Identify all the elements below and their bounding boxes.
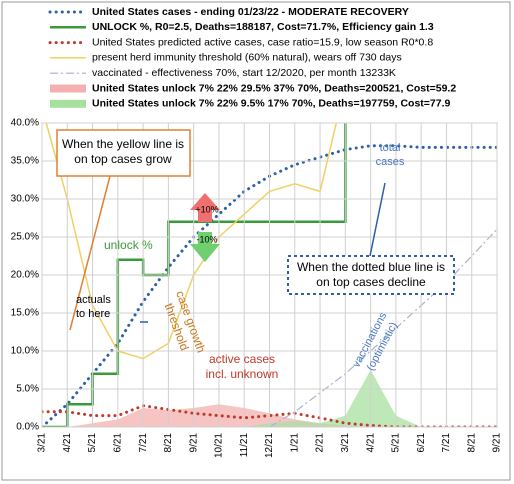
x-tick-label: 3/21	[37, 433, 48, 453]
annotation: active cases	[209, 352, 275, 366]
legend-label: vaccinated - effectiveness 70%, start 12…	[92, 67, 396, 79]
x-tick-label: 2/21	[315, 433, 326, 453]
x-tick-label: 1/21	[289, 433, 300, 453]
legend-label: UNLOCK %, R0=2.5, Deaths=188187, Cost=71…	[92, 21, 434, 33]
y-tick-label: 35.0%	[11, 156, 39, 167]
legend-swatch	[50, 84, 86, 93]
x-tick-label: 11/21	[239, 433, 250, 458]
annotation: total	[380, 142, 401, 154]
legend-label: United States unlock 7% 22% 9.5% 17% 70%…	[92, 98, 451, 110]
annotation: actuals	[76, 294, 111, 306]
x-tick-label: 6/21	[112, 433, 123, 453]
legend-label: United States cases - ending 01/23/22 - …	[92, 6, 409, 18]
annotation: unlock %	[104, 238, 153, 252]
y-tick-label: 30.0%	[11, 194, 39, 205]
x-tick-label: 7/21	[441, 433, 452, 453]
callout-box	[56, 129, 191, 177]
down-arrow	[190, 232, 220, 262]
legend-label: United States predicted active cases, ca…	[92, 36, 433, 48]
legend-label: United States unlock 7% 22% 29.5% 37% 70…	[92, 82, 456, 94]
x-tick-label: 8/21	[466, 433, 477, 453]
callout-arrow	[69, 175, 111, 331]
y-tick-label: 0.0%	[16, 422, 39, 433]
x-tick-label: 12/21	[264, 433, 275, 458]
callout-box	[287, 255, 455, 295]
x-tick-label: 7/21	[138, 433, 149, 453]
annotation: on top cases decline	[316, 275, 426, 289]
x-tick-label: 8/21	[163, 433, 174, 453]
x-tick-label: 3/21	[340, 433, 351, 453]
y-tick-label: 15.0%	[11, 308, 39, 319]
annotation: -10%	[196, 234, 217, 244]
callout-arrow	[369, 182, 386, 257]
y-tick-label: 40.0%	[11, 118, 39, 129]
area	[42, 370, 497, 427]
annotation: incl. unknown	[206, 367, 279, 381]
y-tick-label: 5.0%	[16, 384, 39, 395]
annotation: +10%	[195, 204, 218, 214]
y-tick-label: 10.0%	[11, 346, 39, 357]
x-tick-label: 4/21	[365, 433, 376, 453]
x-tick-label: 9/21	[188, 433, 199, 453]
y-tick-label: 20.0%	[11, 270, 39, 281]
up-arrow	[190, 193, 220, 222]
annotation: When the dotted blue line is	[297, 260, 445, 274]
annotation: on top cases grow	[74, 152, 172, 166]
x-tick-label: 10/21	[214, 433, 225, 458]
series-line	[269, 228, 497, 427]
annotation: to here	[76, 308, 110, 320]
x-tick-label: 4/21	[62, 433, 73, 453]
annotation: When the yellow line is	[62, 137, 184, 151]
y-tick-label: 25.0%	[11, 232, 39, 243]
x-tick-label: 5/21	[87, 433, 98, 453]
x-tick-label: 5/21	[391, 433, 402, 453]
legend-swatch	[50, 99, 86, 108]
legend-label: present herd immunity threshold (60% nat…	[92, 52, 402, 64]
x-tick-label: 9/21	[492, 433, 503, 453]
annotation: cases	[376, 156, 405, 168]
x-tick-label: 6/21	[416, 433, 427, 453]
